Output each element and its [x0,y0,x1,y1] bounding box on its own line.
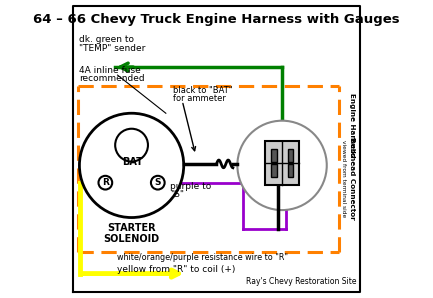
Bar [271,164,277,177]
Text: S: S [155,178,161,187]
Circle shape [115,129,148,162]
Text: SOLENOID: SOLENOID [103,234,160,244]
Circle shape [237,121,327,210]
Text: R: R [102,178,109,187]
Text: 64 – 66 Chevy Truck Engine Harness with Gauges: 64 – 66 Chevy Truck Engine Harness with … [33,13,400,26]
Bar [288,164,293,177]
Text: viewed from terminal side: viewed from terminal side [341,140,346,218]
Text: "TEMP" sender: "TEMP" sender [79,44,146,53]
Text: for ammeter: for ammeter [173,94,226,103]
Bar [288,149,293,162]
Text: black to "BAT": black to "BAT" [173,86,233,95]
Text: STARTER: STARTER [107,223,156,233]
Text: purple to: purple to [170,182,212,191]
Circle shape [98,176,112,190]
Text: Bulkhead Connector: Bulkhead Connector [349,137,355,220]
Text: white/orange/purple resistance wire to "R": white/orange/purple resistance wire to "… [116,253,288,262]
Text: dk. green to: dk. green to [79,35,134,44]
Bar [265,142,299,184]
Text: yellow from "R" to coil (+): yellow from "R" to coil (+) [116,265,235,274]
Text: Engine Harness: Engine Harness [349,93,355,157]
Text: 4A inline fuse: 4A inline fuse [79,66,141,74]
Text: "S": "S" [170,190,184,199]
Circle shape [151,176,165,190]
Circle shape [79,113,184,218]
Text: BAT: BAT [123,157,143,167]
Text: recommended: recommended [79,74,145,83]
Bar [271,149,277,162]
Text: Ray's Chevy Restoration Site: Ray's Chevy Restoration Site [246,277,357,285]
